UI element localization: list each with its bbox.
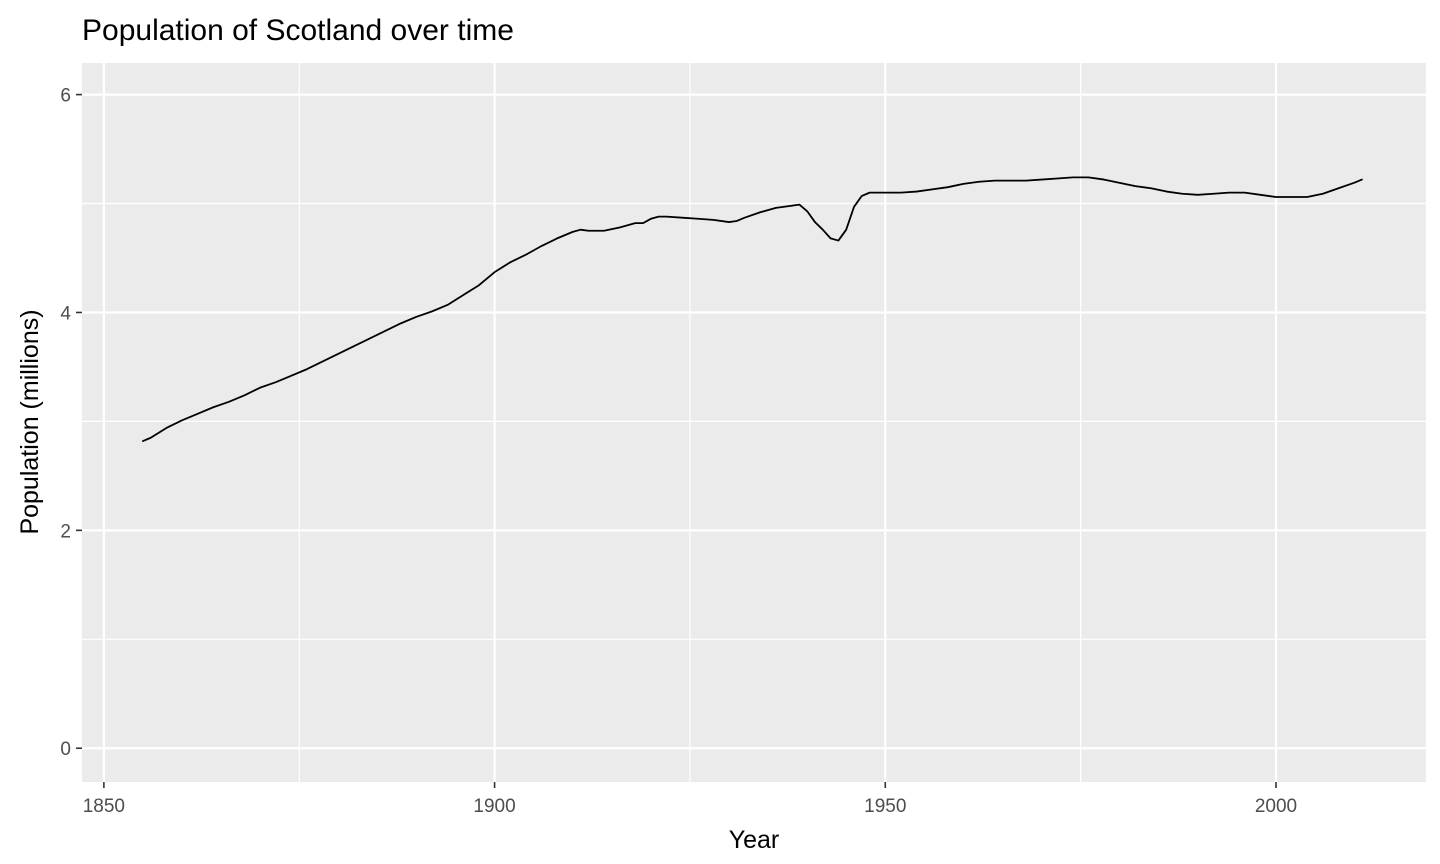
minor-gridlines — [82, 63, 1426, 782]
x-tick-label-0: 1850 — [83, 796, 125, 817]
y-tick-label-3: 6 — [60, 86, 71, 107]
major-gridlines — [82, 63, 1426, 782]
y-tick-label-1: 2 — [60, 521, 71, 542]
y-axis: 0 2 4 6 — [60, 86, 82, 760]
x-tick-label-3: 2000 — [1255, 796, 1297, 817]
x-axis: 1850 1900 1950 2000 — [83, 782, 1297, 817]
x-tick-label-1: 1900 — [473, 796, 515, 817]
x-axis-title: Year — [729, 826, 780, 854]
y-tick-label-0: 0 — [60, 739, 71, 760]
series-layer — [142, 176, 1363, 442]
plot-panel — [82, 63, 1426, 782]
chart-title: Population of Scotland over time — [82, 14, 514, 47]
y-axis-title: Population (millions) — [16, 309, 44, 534]
x-tick-label-2: 1950 — [864, 796, 906, 817]
y-tick-label-2: 4 — [60, 303, 71, 324]
series-line-0 — [142, 176, 1363, 442]
